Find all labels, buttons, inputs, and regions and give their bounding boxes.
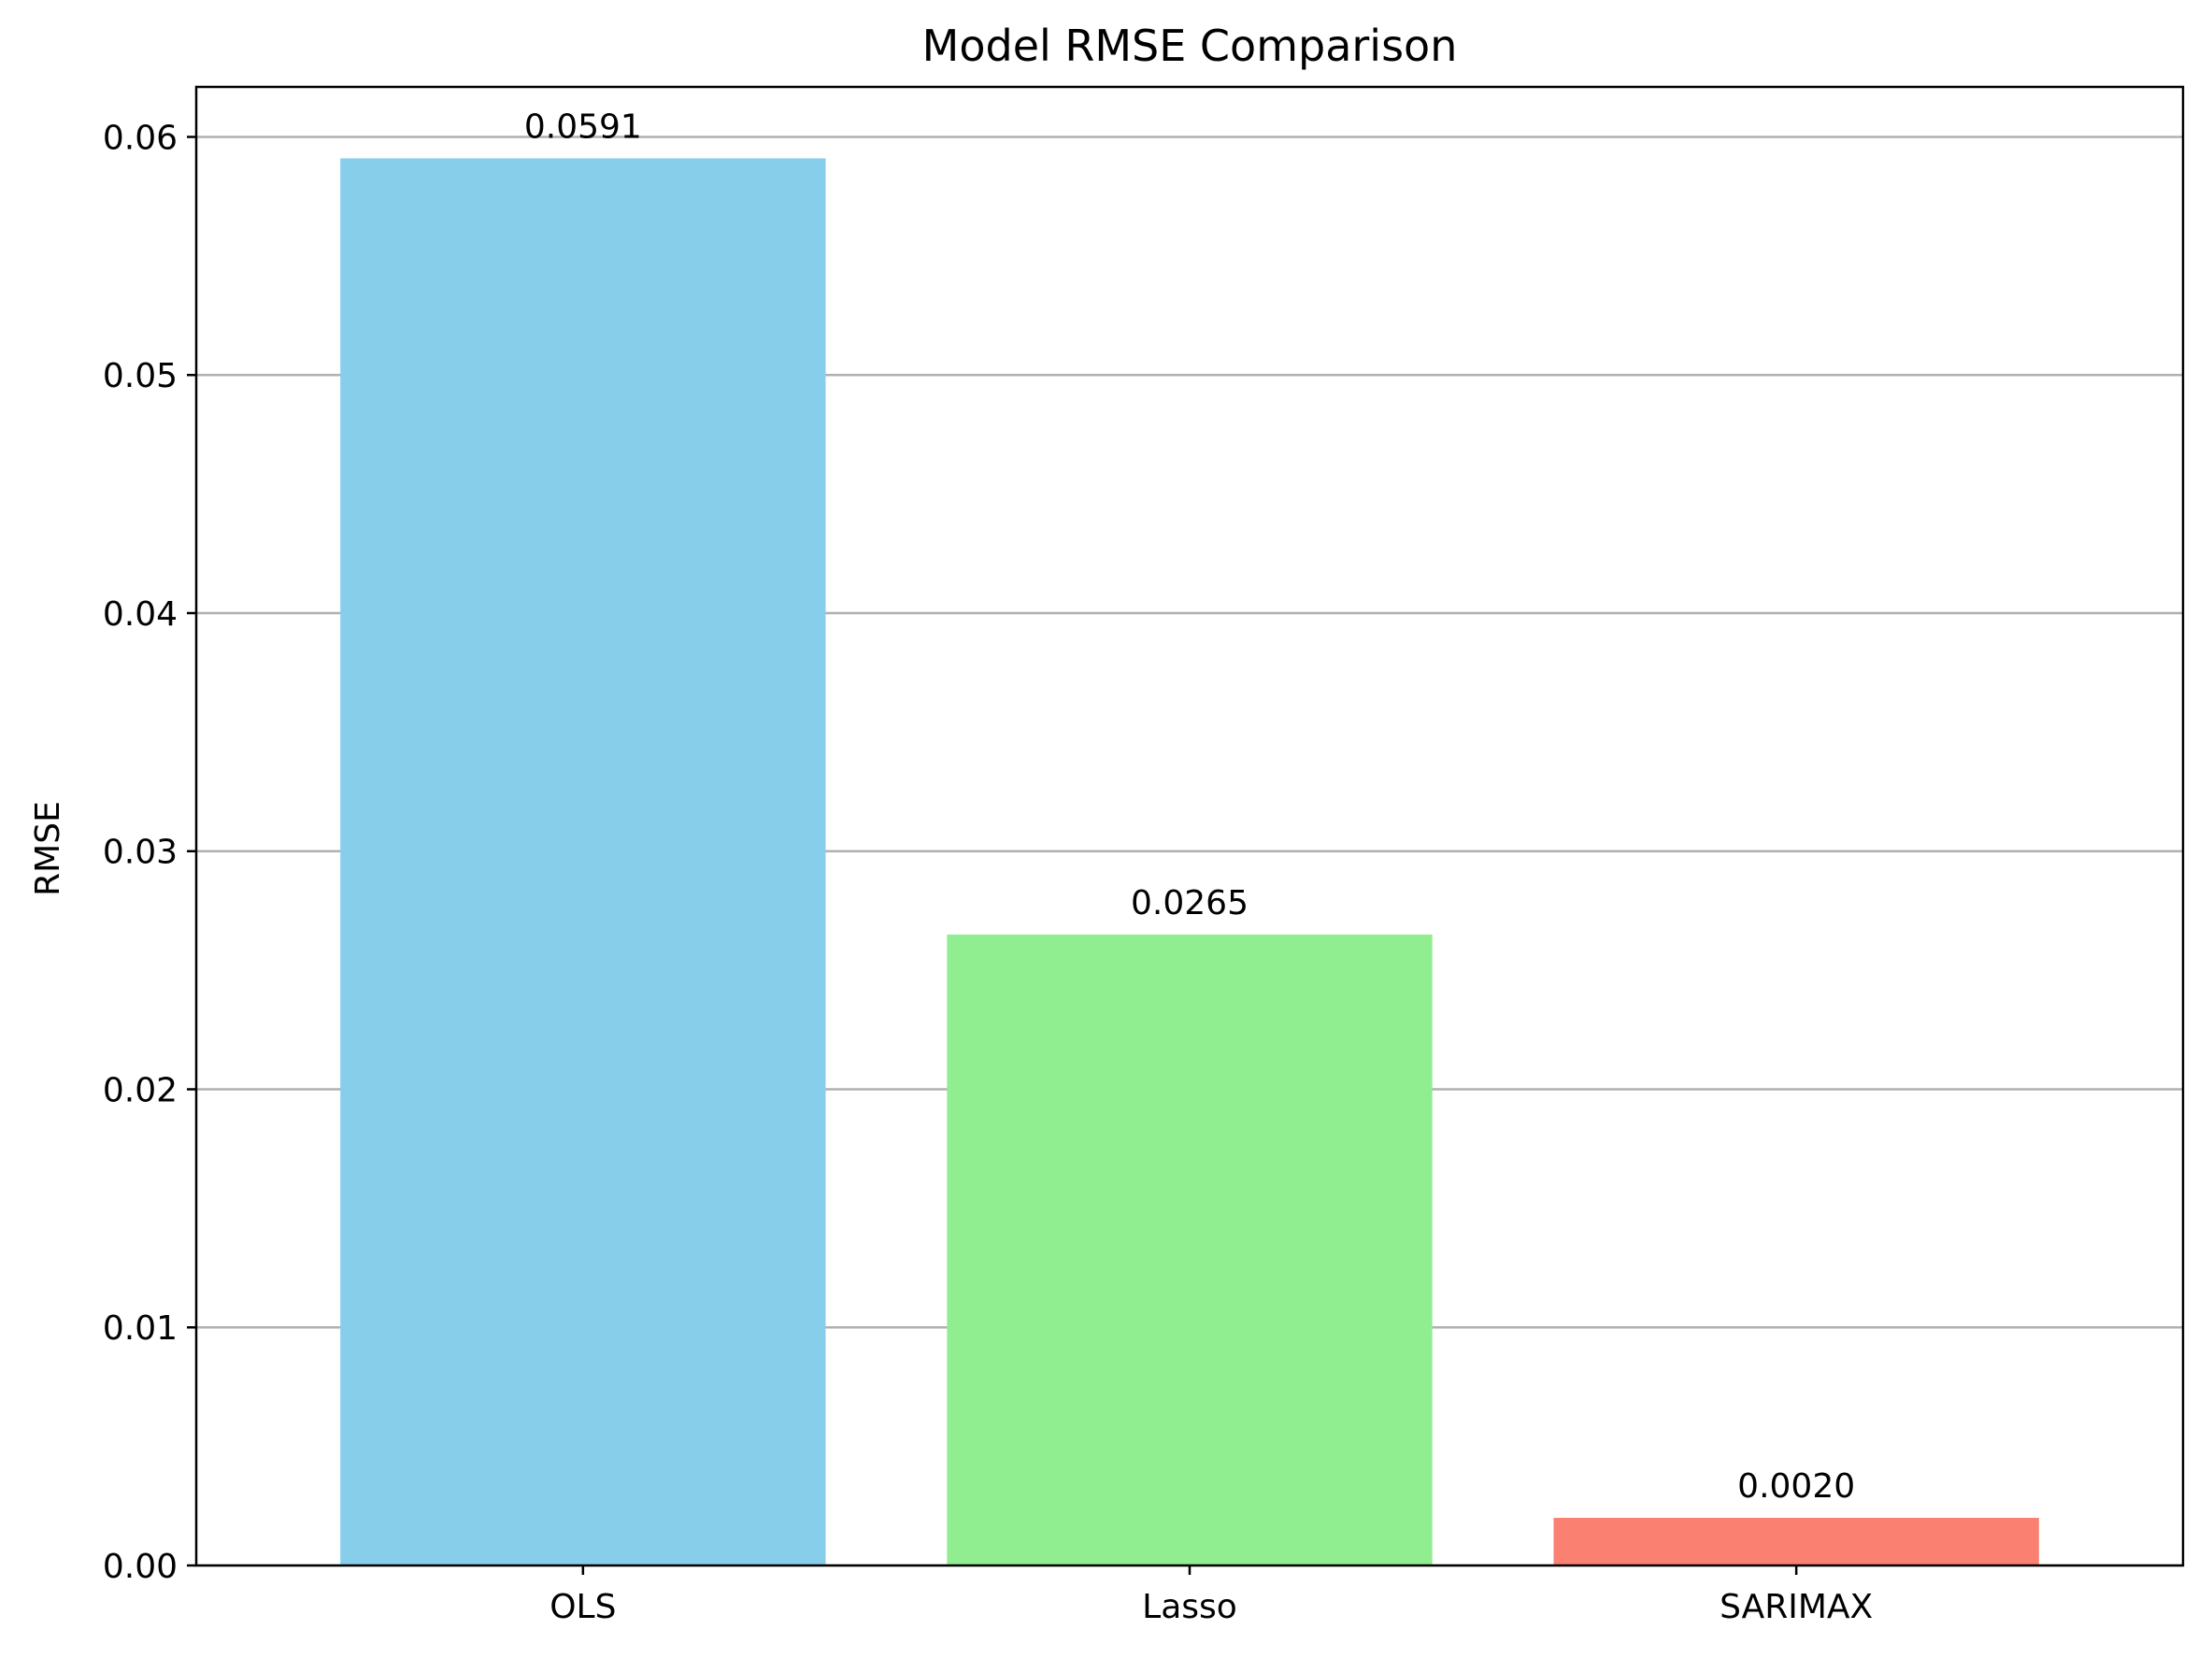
bars (340, 158, 2039, 1565)
x-axis-ticks: OLS Lasso SARIMAX (549, 1565, 1873, 1626)
bar-value-label: 0.0020 (1737, 1467, 1855, 1506)
y-tick-label: 0.05 (103, 357, 178, 395)
bar-lasso (947, 934, 1433, 1565)
y-tick-label: 0.03 (103, 834, 178, 872)
bar-value-label: 0.0591 (524, 107, 642, 146)
bar-value-label: 0.0265 (1131, 884, 1249, 922)
y-tick-label: 0.04 (103, 595, 178, 634)
bar-sarimax (1553, 1518, 2039, 1565)
chart-title: Model RMSE Comparison (922, 21, 1458, 71)
bar-value-labels: 0.0591 0.0265 0.0020 (524, 107, 1855, 1506)
y-axis-label: RMSE (29, 801, 67, 896)
plot-frame (194, 85, 2185, 1567)
y-tick-label: 0.01 (103, 1309, 178, 1348)
y-tick-label: 0.02 (103, 1071, 178, 1109)
y-tick-label: 0.00 (103, 1548, 178, 1586)
x-tick-label: Lasso (1142, 1588, 1237, 1626)
x-tick-label: OLS (549, 1588, 616, 1626)
y-tick-label: 0.06 (103, 119, 178, 157)
y-axis-ticks: 0.00 0.01 0.02 0.03 0.04 0.05 0.06 (103, 119, 196, 1586)
x-tick-label: SARIMAX (1720, 1588, 1873, 1626)
bar-ols (340, 158, 826, 1565)
